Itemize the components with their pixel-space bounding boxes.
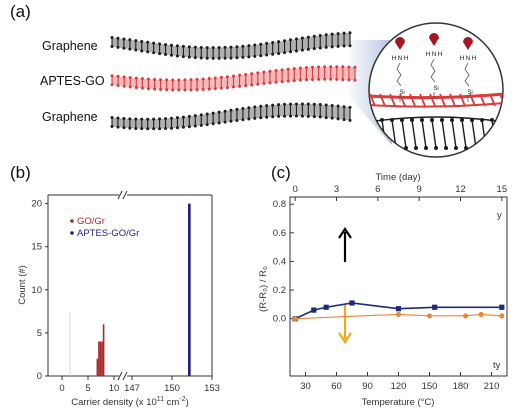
x-axis-label: Carrier density (x 1011 cm-2) <box>71 396 189 408</box>
y-tick-label: 10 <box>31 285 42 296</box>
data-point-square <box>432 304 438 310</box>
data-point-circle <box>478 311 484 318</box>
top-tick-label: 0 <box>293 184 298 195</box>
data-point-square <box>349 300 355 306</box>
y-tick-label: 0 <box>37 371 42 382</box>
x-tick-label: 10 <box>109 383 120 394</box>
data-point-circle <box>426 313 433 319</box>
x-tick-label: 5 <box>85 383 90 394</box>
top-tick-label: 15 <box>497 184 508 195</box>
x-tick-label: 0 <box>59 383 64 394</box>
axis-break-top <box>117 190 128 200</box>
data-point-square <box>499 304 505 310</box>
inset-go-lattice <box>369 92 503 108</box>
svg-text:H: H <box>472 55 477 62</box>
y-axis-label: Count (#) <box>17 265 28 305</box>
svg-text:Si: Si <box>433 86 438 92</box>
data-point-circle <box>463 313 469 319</box>
bar-go-gr <box>99 341 102 376</box>
up-arrow <box>338 227 352 262</box>
corner-text-bottom: ty <box>493 360 501 371</box>
aptes-molecule-1: H N H Si <box>392 37 409 102</box>
x-tick-label: 153 <box>204 383 220 394</box>
y-tick-label: 0.8 <box>273 199 286 210</box>
x-tick-label: 150 <box>422 381 438 392</box>
data-point-square <box>311 307 317 313</box>
bar-go-gr <box>96 358 99 376</box>
graphene-layer-top <box>110 31 352 60</box>
data-point-circle <box>395 311 402 318</box>
bar-go-gr <box>102 324 105 376</box>
bar-go-gr <box>98 341 100 376</box>
aptes-go-layer <box>110 65 357 92</box>
top-tick-label: 9 <box>417 184 422 195</box>
data-point-circle <box>499 313 505 319</box>
bar-go-gr <box>101 341 103 376</box>
x-axis-label-temperature: Temperature (°C) <box>362 397 435 408</box>
panel-b-label: (b) <box>10 163 31 182</box>
x-tick-label: 60 <box>331 381 342 392</box>
y-tick-label: 0.2 <box>273 285 286 296</box>
y-tick-label: 0.0 <box>273 314 286 325</box>
legend: GO/Gr APTES-GO/Gr <box>70 216 139 239</box>
y-tick-label: 5 <box>37 328 42 339</box>
legend-marker-go-gr <box>70 219 74 223</box>
data-point-circle <box>292 316 298 322</box>
aptes-molecule-3: H N H Si <box>460 37 477 102</box>
series-line-2 <box>295 313 502 320</box>
x-tick-label: 150 <box>164 383 180 394</box>
x-tick-label: 210 <box>484 381 500 392</box>
layer-label-top-graphene: Graphene <box>42 39 98 53</box>
x-tick-label: 180 <box>453 381 469 392</box>
y-tick-label: 0.6 <box>273 228 286 239</box>
svg-text:N: N <box>398 55 403 62</box>
svg-text:Si: Si <box>399 90 404 96</box>
y-tick-label: 20 <box>31 199 42 210</box>
top-tick-label: 12 <box>455 184 466 195</box>
y-tick-label: 15 <box>31 242 42 253</box>
svg-text:H: H <box>392 55 397 62</box>
bar-aptes-go-gr <box>188 203 191 376</box>
layer-label-bottom-graphene: Graphene <box>42 110 98 124</box>
x-tick-label: 120 <box>391 381 407 392</box>
panel-c-label: (c) <box>271 163 291 182</box>
data-point-square <box>323 304 329 310</box>
data-point-square <box>395 306 402 312</box>
legend-label-go-gr: GO/Gr <box>77 216 105 227</box>
y-axis-label-resistance: (R-R₀) / R₀ <box>258 266 269 312</box>
svg-text:H: H <box>460 55 465 62</box>
panel-a-label: (a) <box>10 2 31 21</box>
top-tick-label: 6 <box>375 184 380 195</box>
axis-break-bottom <box>117 371 128 381</box>
svg-text:Si: Si <box>467 90 472 96</box>
top-tick-label: 3 <box>334 184 339 195</box>
svg-text:N: N <box>432 51 437 58</box>
layer-ribbons <box>110 31 357 131</box>
corner-text-top: y <box>497 210 502 221</box>
layer-label-aptes-go: APTES-GO <box>40 74 105 88</box>
plot-frame <box>289 196 508 377</box>
x-tick-label: 147 <box>124 383 140 394</box>
y-tick-label: 0.4 <box>273 256 286 267</box>
svg-text:H: H <box>438 51 443 58</box>
x-tick-label: 90 <box>362 381 373 392</box>
x-tick-label: 30 <box>300 381 311 392</box>
svg-text:N: N <box>466 55 471 62</box>
svg-text:H: H <box>404 55 409 62</box>
top-axis-label: Time (day) <box>375 172 420 183</box>
legend-label-aptes-go-gr: APTES-GO/Gr <box>77 228 139 239</box>
legend-marker-aptes-go-gr <box>70 231 74 235</box>
down-arrow <box>338 305 352 344</box>
aptes-molecule-2: H N H Si <box>426 33 443 98</box>
graphene-layer-bottom <box>110 102 352 131</box>
svg-text:H: H <box>426 51 431 58</box>
